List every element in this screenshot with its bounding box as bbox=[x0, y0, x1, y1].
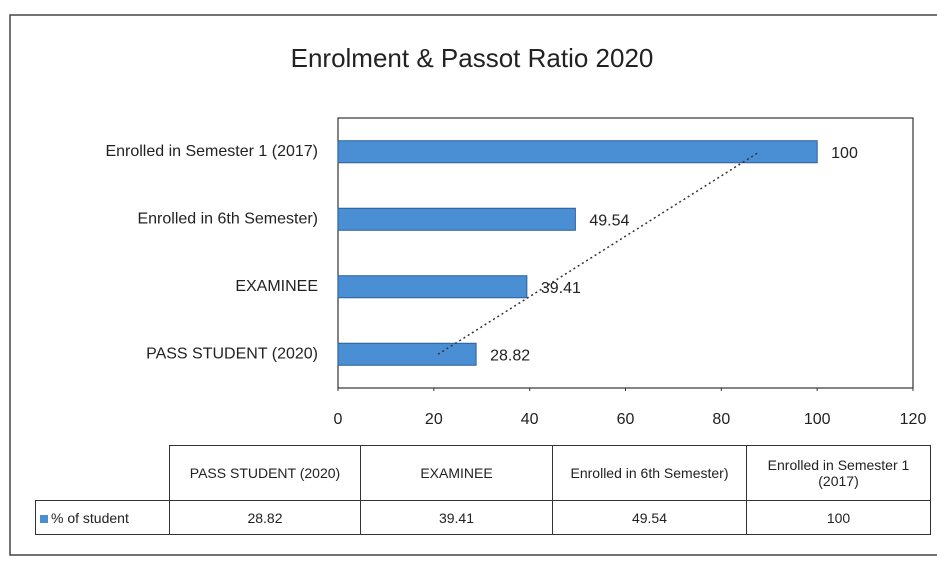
table-value: 49.54 bbox=[552, 500, 747, 535]
data-label: 100 bbox=[831, 145, 858, 162]
bar bbox=[337, 275, 528, 299]
data-label: 39.41 bbox=[541, 280, 581, 297]
table-header: Enrolled in Semester 1 (2017) bbox=[746, 445, 931, 501]
x-tick-label: 100 bbox=[804, 411, 831, 428]
table-value: 100 bbox=[746, 500, 931, 535]
y-tick-label: Enrolled in 6th Semester) bbox=[137, 210, 318, 227]
trendline bbox=[437, 151, 761, 355]
table-header: EXAMINEE bbox=[360, 445, 553, 501]
x-tick-label: 20 bbox=[425, 411, 443, 428]
x-tick-label: 40 bbox=[521, 411, 539, 428]
data-label: 49.54 bbox=[589, 212, 629, 229]
x-tick-label: 0 bbox=[334, 411, 343, 428]
table-header: PASS STUDENT (2020) bbox=[169, 445, 361, 501]
table-header: Enrolled in 6th Semester) bbox=[552, 445, 747, 501]
y-tick-label: Enrolled in Semester 1 (2017) bbox=[105, 143, 318, 160]
x-tick-label: 60 bbox=[617, 411, 635, 428]
table-value: 39.41 bbox=[360, 500, 553, 535]
x-tick-label: 80 bbox=[712, 411, 730, 428]
chart-title: Enrolment & Passot Ratio 2020 bbox=[291, 43, 654, 73]
data-table: PASS STUDENT (2020) EXAMINEE Enrolled in 6… bbox=[35, 445, 931, 535]
y-tick-label: PASS STUDENT (2020) bbox=[146, 345, 318, 362]
bar bbox=[337, 140, 818, 164]
bar bbox=[337, 342, 477, 366]
legend-swatch bbox=[40, 514, 48, 523]
chart-frame bbox=[9, 14, 937, 556]
bar bbox=[337, 207, 576, 231]
table-value: 28.82 bbox=[169, 500, 361, 535]
y-tick-label: EXAMINEE bbox=[235, 278, 318, 295]
x-tick-label: 120 bbox=[900, 411, 927, 428]
legend-entry: % of student bbox=[35, 500, 170, 535]
table-corner bbox=[35, 445, 170, 501]
data-label: 28.82 bbox=[490, 347, 530, 364]
legend-label: % of student bbox=[51, 509, 129, 526]
